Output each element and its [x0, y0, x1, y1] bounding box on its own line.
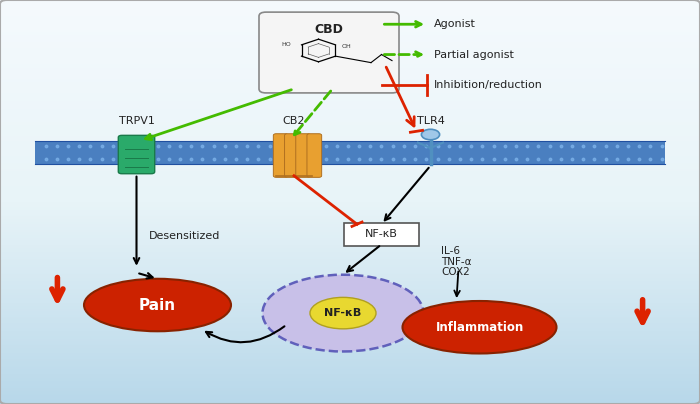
- Text: HO: HO: [281, 42, 291, 47]
- Bar: [35, 141, 665, 164]
- Text: Pain: Pain: [139, 297, 176, 313]
- Text: Inhibition/reduction: Inhibition/reduction: [434, 80, 543, 90]
- FancyBboxPatch shape: [344, 223, 419, 246]
- Circle shape: [421, 129, 440, 140]
- Text: COX2: COX2: [441, 267, 470, 277]
- Text: Inflammation: Inflammation: [435, 321, 524, 334]
- Text: TRPV1: TRPV1: [118, 116, 155, 126]
- FancyBboxPatch shape: [273, 134, 288, 177]
- Text: Desensitized: Desensitized: [149, 231, 220, 241]
- FancyBboxPatch shape: [259, 12, 399, 93]
- FancyBboxPatch shape: [284, 134, 300, 177]
- Text: CB2: CB2: [283, 116, 305, 126]
- Ellipse shape: [402, 301, 556, 354]
- Text: Agonist: Agonist: [434, 19, 476, 29]
- Ellipse shape: [262, 275, 424, 351]
- FancyBboxPatch shape: [295, 134, 311, 177]
- Text: TLR4: TLR4: [416, 116, 444, 126]
- Ellipse shape: [84, 279, 231, 331]
- Text: IL-6: IL-6: [441, 246, 460, 257]
- Text: NF-κB: NF-κB: [324, 308, 362, 318]
- FancyBboxPatch shape: [307, 134, 321, 177]
- Text: OH: OH: [342, 44, 351, 49]
- Text: CBD: CBD: [314, 23, 344, 36]
- Text: Partial agonist: Partial agonist: [434, 50, 514, 59]
- Text: NF-κB: NF-κB: [365, 229, 398, 239]
- FancyBboxPatch shape: [118, 135, 155, 174]
- Text: TNF-α: TNF-α: [441, 257, 472, 267]
- Ellipse shape: [310, 297, 376, 329]
